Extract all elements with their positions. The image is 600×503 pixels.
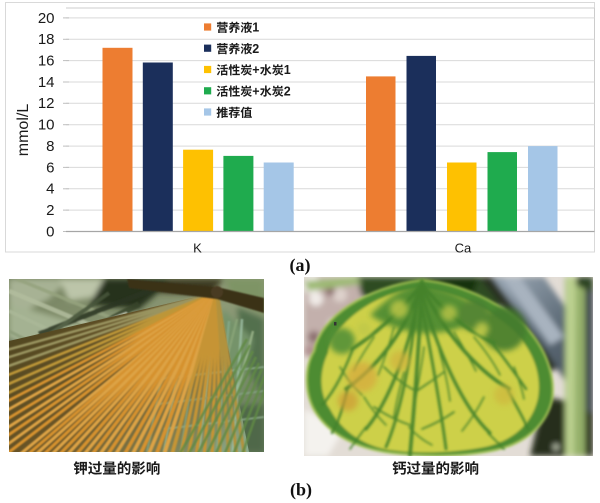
svg-text:20: 20 [38, 10, 55, 27]
svg-text:K: K [193, 241, 202, 256]
svg-text:2: 2 [46, 202, 54, 219]
svg-text:0: 0 [46, 223, 54, 240]
svg-text:10: 10 [38, 117, 55, 134]
svg-text:(a): (a) [290, 255, 311, 276]
svg-text:18: 18 [38, 31, 55, 48]
svg-text:2: 2 [252, 42, 259, 56]
svg-text:(b): (b) [290, 480, 312, 501]
svg-text:+: + [252, 84, 259, 98]
svg-text:6: 6 [46, 159, 54, 176]
svg-text:1: 1 [284, 63, 291, 77]
svg-text:14: 14 [38, 74, 55, 91]
svg-text:8: 8 [46, 138, 54, 155]
svg-text:12: 12 [38, 95, 55, 112]
svg-text:1: 1 [252, 21, 259, 35]
svg-text:2: 2 [284, 84, 291, 98]
svg-text:4: 4 [46, 181, 54, 198]
svg-text:mmol/L: mmol/L [15, 104, 32, 157]
svg-text:Ca: Ca [455, 241, 472, 256]
svg-text:+: + [252, 63, 259, 77]
svg-text:16: 16 [38, 53, 55, 70]
